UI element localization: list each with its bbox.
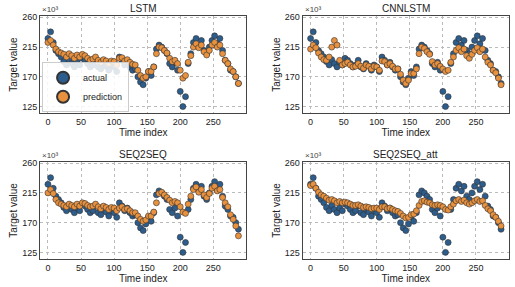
svg-text:×10³: ×10³ [305, 151, 322, 160]
svg-text:×10³: ×10³ [305, 5, 322, 14]
svg-text:Target value: Target value [8, 183, 19, 238]
svg-text:170: 170 [285, 218, 300, 228]
svg-text:260: 260 [285, 158, 300, 168]
svg-text:200: 200 [435, 117, 450, 127]
svg-text:Time index: Time index [382, 127, 431, 138]
svg-text:×10³: ×10³ [42, 151, 59, 160]
svg-text:125: 125 [22, 248, 37, 258]
svg-text:200: 200 [173, 117, 188, 127]
svg-text:260: 260 [22, 158, 37, 168]
svg-text:50: 50 [339, 263, 349, 273]
svg-text:215: 215 [22, 42, 37, 52]
svg-text:SEQ2SEQ: SEQ2SEQ [119, 149, 167, 160]
svg-text:100: 100 [369, 117, 384, 127]
svg-text:150: 150 [402, 117, 417, 127]
svg-text:50: 50 [76, 117, 86, 127]
svg-text:SEQ2SEQ_att: SEQ2SEQ_att [373, 149, 438, 160]
svg-text:Target value: Target value [8, 37, 19, 92]
svg-text:100: 100 [107, 263, 122, 273]
svg-text:Time index: Time index [119, 127, 168, 138]
svg-text:0: 0 [45, 117, 50, 127]
svg-text:170: 170 [285, 72, 300, 82]
svg-text:50: 50 [339, 117, 349, 127]
svg-text:200: 200 [435, 263, 450, 273]
svg-text:LSTM: LSTM [130, 3, 157, 14]
svg-text:125: 125 [285, 248, 300, 258]
svg-text:0: 0 [308, 117, 313, 127]
svg-text:150: 150 [140, 263, 155, 273]
svg-text:260: 260 [22, 12, 37, 22]
svg-text:150: 150 [140, 117, 155, 127]
svg-text:150: 150 [402, 263, 417, 273]
svg-text:Target value: Target value [271, 183, 282, 238]
svg-text:125: 125 [285, 102, 300, 112]
svg-text:250: 250 [468, 117, 483, 127]
svg-text:Target value: Target value [271, 37, 282, 92]
svg-text:215: 215 [285, 42, 300, 52]
svg-text:170: 170 [22, 218, 37, 228]
svg-text:215: 215 [285, 188, 300, 198]
svg-text:250: 250 [206, 117, 221, 127]
svg-text:50: 50 [76, 263, 86, 273]
svg-text:250: 250 [206, 263, 221, 273]
svg-text:260: 260 [285, 12, 300, 22]
svg-text:215: 215 [22, 188, 37, 198]
svg-text:Time index: Time index [382, 273, 431, 284]
svg-text:200: 200 [173, 263, 188, 273]
svg-text:Time index: Time index [119, 273, 168, 284]
svg-text:170: 170 [22, 72, 37, 82]
svg-text:×10³: ×10³ [42, 5, 59, 14]
svg-text:CNNLSTM: CNNLSTM [382, 3, 430, 14]
svg-text:prediction: prediction [83, 92, 122, 102]
svg-text:actual: actual [83, 73, 107, 83]
svg-text:100: 100 [107, 117, 122, 127]
svg-text:100: 100 [369, 263, 384, 273]
svg-text:0: 0 [308, 263, 313, 273]
svg-text:250: 250 [468, 263, 483, 273]
svg-text:0: 0 [45, 263, 50, 273]
svg-text:125: 125 [22, 102, 37, 112]
